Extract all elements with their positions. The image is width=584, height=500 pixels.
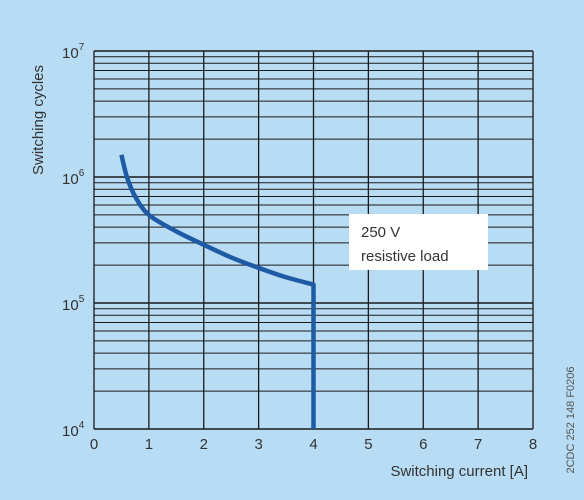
annotation-line-1: 250 V [361, 224, 400, 241]
series-line [119, 154, 316, 429]
y-tick-labels: 104 105 106 107 [62, 42, 85, 440]
y-tick-label: 106 [62, 168, 85, 188]
series-layer [119, 154, 316, 429]
y-tick-label: 107 [62, 42, 85, 62]
y-tick-label: 105 [62, 294, 85, 314]
x-tick-label: 8 [529, 436, 537, 453]
figure-code: 2CDC 252 148 F0206 [565, 366, 577, 473]
x-tick-label: 5 [364, 436, 372, 453]
annotation-box [349, 214, 488, 270]
y-tick-label: 104 [62, 420, 85, 440]
x-tick-label: 3 [254, 436, 262, 453]
annotation-line-2: resistive load [361, 248, 449, 265]
annotation: 250 V resistive load [349, 214, 488, 270]
y-axis-title: Switching cycles [30, 65, 47, 175]
x-axis-title: Switching current [A] [390, 463, 528, 480]
x-tick-label: 1 [145, 436, 153, 453]
x-tick-label: 4 [309, 436, 317, 453]
x-tick-label: 0 [90, 436, 98, 453]
x-tick-labels: 0 1 2 3 4 5 6 7 8 [90, 436, 537, 453]
x-tick-label: 2 [200, 436, 208, 453]
x-tick-label: 7 [474, 436, 482, 453]
x-tick-label: 6 [419, 436, 427, 453]
